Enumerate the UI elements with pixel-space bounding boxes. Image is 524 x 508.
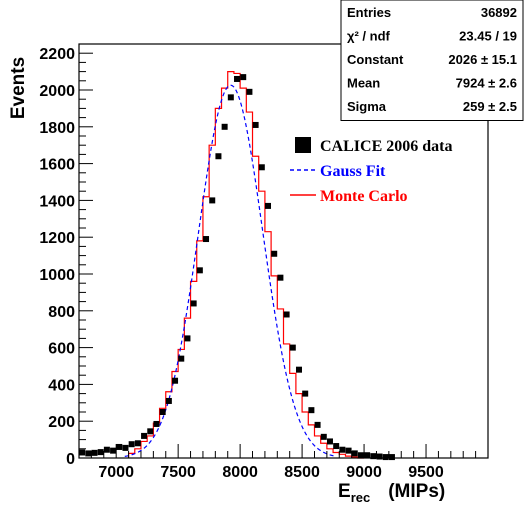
data-point — [364, 452, 371, 459]
data-point — [246, 88, 253, 95]
data-point — [196, 267, 203, 274]
data-point — [215, 153, 222, 160]
data-point — [165, 397, 172, 404]
data-point — [103, 446, 110, 453]
data-point — [345, 447, 352, 454]
data-point — [382, 454, 389, 461]
y-tick-label: 1600 — [39, 157, 75, 174]
data-point — [85, 450, 92, 457]
legend-marker — [295, 137, 311, 153]
stats-label: Mean — [347, 76, 380, 91]
legend-label: CALICE 2006 data — [320, 138, 452, 155]
data-point — [283, 311, 290, 318]
data-point — [271, 250, 278, 257]
legend-label: Monte Carlo — [320, 188, 408, 205]
data-point — [147, 428, 154, 435]
data-point — [116, 443, 123, 450]
y-tick-label: 1800 — [39, 120, 75, 137]
x-tick-label: 9500 — [408, 464, 444, 481]
stats-value: 259 ± 2.5 — [463, 99, 517, 114]
y-tick-label: 1200 — [39, 230, 75, 247]
data-point — [295, 366, 302, 373]
data-point — [370, 453, 377, 460]
y-tick-label: 0 — [66, 451, 75, 468]
x-tick-label: 9000 — [346, 464, 382, 481]
data-point — [221, 123, 228, 130]
data-point — [134, 440, 141, 447]
data-point — [159, 409, 166, 415]
x-tick-label: 8000 — [222, 464, 258, 481]
data-point — [357, 452, 364, 459]
gauss-fit-line — [124, 84, 336, 457]
stats-box: Entries 36892 χ² / ndf 23.45 / 19 Constant 20… — [340, 0, 524, 121]
data-point — [302, 390, 309, 397]
data-point — [333, 443, 340, 450]
y-tick-label: 1400 — [39, 193, 75, 210]
data-point — [308, 407, 315, 414]
data-point — [91, 449, 98, 456]
data-point — [184, 335, 191, 342]
data-point — [314, 421, 321, 428]
stats-box-frame — [340, 0, 524, 121]
x-tick-label: 7000 — [98, 464, 134, 481]
y-tick-label: 400 — [48, 377, 75, 394]
data-point — [79, 449, 86, 456]
data-point — [227, 94, 234, 101]
data-point — [289, 344, 296, 351]
stats-value: 36892 — [481, 5, 517, 20]
x-tick-label: 8500 — [284, 464, 320, 481]
data-point — [320, 433, 327, 440]
data-point — [265, 202, 272, 209]
y-axis-title: Events — [8, 57, 29, 119]
data-point — [203, 236, 210, 243]
x-axis-title-unit: (MIPs) — [388, 481, 445, 502]
x-tick-label: 7500 — [160, 464, 196, 481]
stats-value: 2026 ± 15.1 — [448, 52, 517, 67]
y-tick-label: 200 — [48, 414, 75, 431]
data-point — [388, 454, 395, 461]
y-tick-label: 800 — [48, 304, 75, 321]
legend-label: Gauss Fit — [320, 163, 386, 180]
data-point — [339, 446, 346, 453]
y-tick-label: 600 — [48, 341, 75, 358]
data-point — [178, 355, 185, 362]
axes: 0 200 400 600 800 1000 1200 1400 1600 1800 2000 220… — [39, 46, 477, 481]
monte-carlo-histogram — [127, 71, 365, 459]
data-point — [258, 164, 265, 171]
stats-value: 7924 ± 2.6 — [456, 76, 517, 91]
monte-carlo-line — [127, 71, 365, 459]
data-point — [190, 300, 197, 307]
x-axis-title-main: E — [338, 481, 351, 502]
stats-value: 23.45 / 19 — [459, 29, 517, 44]
data-point — [128, 441, 135, 448]
stats-label: Constant — [347, 52, 404, 67]
x-axis-title-sub: rec — [351, 490, 371, 505]
y-tick-label: 2000 — [39, 83, 75, 100]
data-point — [141, 432, 148, 439]
y-tick-label: 1000 — [39, 267, 75, 284]
data-point — [277, 274, 284, 281]
data-point — [234, 75, 241, 82]
stats-label: Entries — [347, 5, 391, 20]
data-point — [153, 420, 160, 427]
gauss-fit-curve — [124, 84, 336, 457]
data-points — [79, 74, 395, 461]
stats-label: χ² / ndf — [347, 29, 391, 44]
legend: CALICE 2006 data Gauss Fit Monte Carlo — [290, 137, 452, 205]
stats-label: Sigma — [347, 99, 387, 114]
y-tick-label: 2200 — [39, 46, 75, 63]
data-point — [240, 74, 247, 81]
data-point — [376, 453, 383, 460]
data-point — [209, 197, 216, 204]
data-point — [122, 444, 129, 451]
data-point — [252, 121, 259, 128]
plot-frame — [78, 43, 489, 459]
data-point — [326, 438, 333, 445]
data-point — [351, 450, 358, 457]
data-point — [110, 447, 117, 454]
x-axis-title: Erec (MIPs) — [338, 481, 445, 505]
data-point — [97, 449, 104, 456]
data-point — [172, 377, 179, 384]
